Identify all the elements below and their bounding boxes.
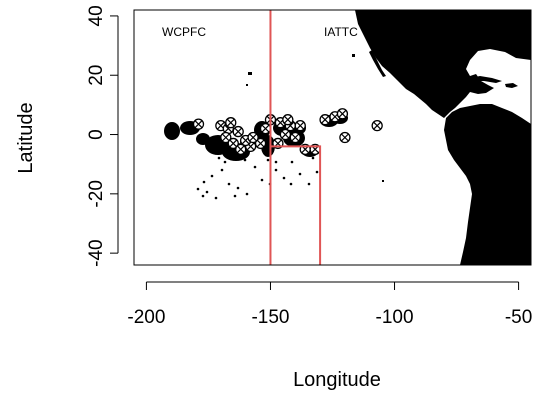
island-dot — [382, 180, 384, 182]
y-tick-label: 40 — [86, 5, 107, 26]
hispaniola-landmass — [505, 83, 518, 88]
x-tick-label: -100 — [376, 307, 414, 328]
boundary-lines — [269, 10, 322, 265]
island-dot — [246, 84, 248, 86]
south-america-landmass — [444, 104, 531, 265]
island-dot — [248, 72, 252, 75]
data-point-marker — [339, 131, 351, 144]
data-point-marker — [215, 119, 227, 132]
y-tick-label: -20 — [86, 180, 107, 207]
overlap-boundary-line — [270, 145, 322, 265]
x-axis-title: Longitude — [293, 369, 381, 391]
region-label-iattc: IATTC — [324, 25, 358, 39]
x-axis: -200 -150 -100 -50 — [127, 281, 532, 328]
cuba-landmass — [470, 76, 502, 83]
marker-layer — [192, 108, 383, 156]
y-axis-title: Latitude — [15, 102, 37, 173]
data-point-marker — [336, 108, 349, 120]
data-point-marker — [294, 119, 306, 132]
data-point-marker — [259, 122, 272, 135]
data-point-marker — [232, 125, 244, 138]
y-axis: -40 -20 0 20 40 — [86, 5, 119, 267]
plot-border — [133, 9, 532, 266]
region-label-wcpfc: WCPFC — [162, 25, 206, 39]
data-point-marker — [279, 128, 292, 141]
x-tick-label: -200 — [127, 307, 165, 328]
baja-california-landmass — [369, 50, 386, 77]
land-masses — [246, 10, 531, 265]
north-america-landmass — [355, 10, 531, 118]
data-point-marker — [319, 114, 331, 126]
y-tick-label: 20 — [86, 65, 107, 86]
data-point-marker — [220, 131, 232, 144]
data-point-marker — [192, 118, 205, 130]
island-dot — [352, 54, 355, 57]
data-point-marker — [235, 143, 247, 156]
y-tick-label: -40 — [86, 239, 107, 266]
y-tick-label: 0 — [86, 129, 107, 140]
data-point-marker — [254, 137, 267, 150]
x-tick-label: -150 — [251, 307, 289, 328]
data-point-marker — [371, 119, 383, 132]
scatter-dots — [196, 156, 319, 200]
data-point-marker — [227, 137, 239, 150]
data-point-marker — [282, 114, 294, 126]
data-point-marker — [289, 131, 301, 144]
data-point-marker — [225, 117, 237, 129]
x-tick-label: -50 — [505, 307, 532, 328]
data-point-marker — [247, 131, 259, 144]
